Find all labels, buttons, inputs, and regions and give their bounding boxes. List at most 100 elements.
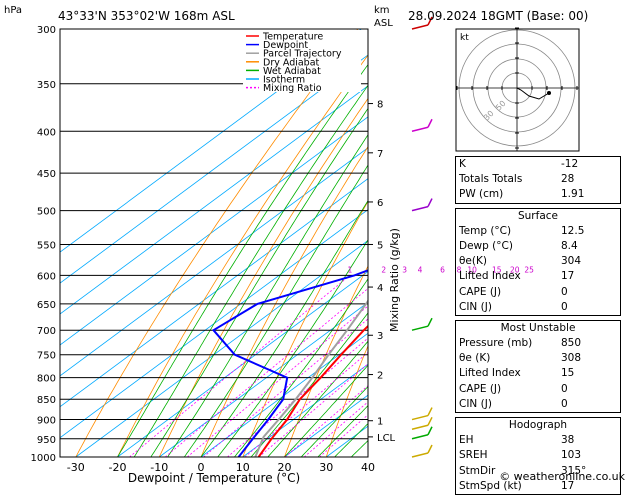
pressure-tick-label: 300 xyxy=(37,25,56,36)
index-label: PW (cm) xyxy=(459,187,503,202)
surface-row: θe(K) 304 xyxy=(456,254,620,269)
surface-label: CAPE (J) xyxy=(459,285,501,300)
wind-barb xyxy=(412,445,432,457)
km-tick-label: LCL xyxy=(377,433,396,444)
most-unstable-label: CAPE (J) xyxy=(459,382,501,397)
x-tick-label: -20 xyxy=(109,461,127,474)
hodograph-value: 315° xyxy=(561,464,617,479)
wind-barb xyxy=(412,199,432,211)
pressure-tick-label: 950 xyxy=(37,435,56,446)
index-value: -12 xyxy=(561,157,617,172)
plot-frame xyxy=(60,29,368,457)
hodograph-value: 17 xyxy=(561,479,617,494)
surface-row: CIN (J)0 xyxy=(456,300,620,315)
most-unstable-label: Lifted Index xyxy=(459,366,521,381)
hodograph-label: SREH xyxy=(459,448,488,463)
legend-label: Mixing Ratio xyxy=(263,83,322,94)
surface-label: θe(K) xyxy=(459,254,487,269)
index-row: Totals Totals 28 xyxy=(456,172,620,187)
most-unstable-title: Most Unstable xyxy=(456,321,620,336)
dry-adiabat-line xyxy=(118,29,388,457)
mixing-ratio-label: 1 xyxy=(348,265,353,274)
km-tick-label: 5 xyxy=(377,240,383,251)
mixing-ratio-label: 6 xyxy=(440,265,445,274)
most-unstable-row: θe (K)308 xyxy=(456,351,620,366)
pressure-tick-label: 800 xyxy=(37,374,56,385)
surface-row: Dewp (°C)8.4 xyxy=(456,239,620,254)
most-unstable-value: 15 xyxy=(561,366,617,381)
hodograph-label: StmDir xyxy=(459,464,495,479)
mixing-ratio-label: 2 xyxy=(381,265,386,274)
asl-label: ASL xyxy=(374,18,393,29)
hodograph-value: 38 xyxy=(561,433,617,448)
surface-title: Surface xyxy=(456,209,620,224)
x-tick-label: -30 xyxy=(67,461,85,474)
hodograph-row: StmSpd (kt) 17 xyxy=(456,479,620,494)
isobars xyxy=(60,29,368,457)
km-label: km xyxy=(374,5,390,16)
mixing-ratio-line xyxy=(259,275,472,457)
most-unstable-value: 0 xyxy=(561,397,617,412)
pressure-tick-label: 1000 xyxy=(31,453,56,464)
surface-label: Lifted Index xyxy=(459,269,521,284)
surface-value: 8.4 xyxy=(561,239,617,254)
surface-row: CAPE (J) 0 xyxy=(456,285,620,300)
hodograph-row: StmDir 315° xyxy=(456,464,620,479)
hodograph-unit-label: kt xyxy=(460,33,469,43)
hpa-label: hPa xyxy=(4,5,22,16)
mixing-ratio-label: 4 xyxy=(418,265,423,274)
pressure-tick-label: 750 xyxy=(37,351,56,362)
wind-barb xyxy=(412,119,432,131)
x-tick-label: 30 xyxy=(319,461,333,474)
datetime-title: 28.09.2024 18GMT (Base: 00) xyxy=(408,9,588,23)
most-unstable-label: CIN (J) xyxy=(459,397,492,412)
surface-label: Temp (°C) xyxy=(459,224,511,239)
wind-barb xyxy=(412,318,432,330)
surface-label: CIN (J) xyxy=(459,300,492,315)
most-unstable-row: Pressure (mb) 850 xyxy=(456,336,620,351)
index-value: 28 xyxy=(561,172,617,187)
wet-adiabat-line xyxy=(118,29,395,457)
km-tick-label: 2 xyxy=(377,371,383,382)
location-title: 43°33'N 353°02'W 168m ASL xyxy=(58,9,235,23)
km-tick-label: 1 xyxy=(377,417,383,428)
most-unstable-row: CIN (J) 0 xyxy=(456,397,620,412)
pressure-tick-label: 600 xyxy=(37,271,56,282)
pressure-tick-label: 450 xyxy=(37,169,56,180)
most-unstable-label: θe (K) xyxy=(459,351,490,366)
surface-value: 304 xyxy=(561,254,617,269)
index-row: K -12 xyxy=(456,157,620,172)
most-unstable-row: CAPE (J)0 xyxy=(456,382,620,397)
hodograph-row: SREH 103 xyxy=(456,448,620,463)
hodograph-label: StmSpd (kt) xyxy=(459,479,522,494)
km-tick-label: 6 xyxy=(377,198,383,209)
pressure-tick-label: 350 xyxy=(37,80,56,91)
index-row: PW (cm)1.91 xyxy=(456,187,620,202)
km-tick-label: 7 xyxy=(377,149,383,160)
most-unstable-row: Lifted Index 15 xyxy=(456,366,620,381)
pressure-tick-label: 900 xyxy=(37,416,56,427)
most-unstable-value: 850 xyxy=(561,336,617,351)
hodograph-value: 103 xyxy=(561,448,617,463)
pressure-tick-label: 550 xyxy=(37,240,56,251)
surface-row: Lifted Index 17 xyxy=(456,269,620,284)
pressure-tick-label: 650 xyxy=(37,300,56,311)
surface-value: 17 xyxy=(561,269,617,284)
mixing-ratio-axis-title: Mixing Ratio (g/kg) xyxy=(388,228,401,332)
wind-barbs xyxy=(412,17,432,457)
wind-barb xyxy=(412,408,432,420)
surface-value: 0 xyxy=(561,285,617,300)
surface-value: 12.5 xyxy=(561,224,617,239)
most-unstable-label: Pressure (mb) xyxy=(459,336,532,351)
index-label: K xyxy=(459,157,466,172)
pressure-tick-label: 400 xyxy=(37,127,56,138)
mixing-ratio-label: 3 xyxy=(402,265,407,274)
hodograph-end-dot xyxy=(547,91,551,95)
hodograph-title: Hodograph xyxy=(456,418,620,433)
index-label: Totals Totals xyxy=(459,172,522,187)
